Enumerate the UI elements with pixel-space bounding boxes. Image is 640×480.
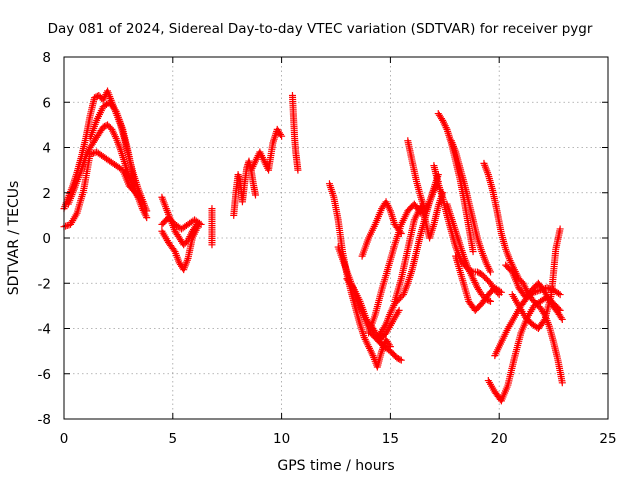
data-point bbox=[557, 314, 565, 322]
y-axis-label: SDTVAR / TECUs bbox=[6, 181, 22, 296]
data-point bbox=[143, 214, 151, 222]
x-tick-label: 0 bbox=[60, 431, 69, 447]
data-point bbox=[540, 317, 548, 325]
y-tick-label: 8 bbox=[42, 50, 51, 66]
data-point bbox=[197, 220, 205, 228]
x-tick-label: 10 bbox=[273, 431, 290, 447]
x-tick-label: 5 bbox=[169, 431, 178, 447]
data-point bbox=[558, 315, 566, 323]
data-point bbox=[397, 229, 405, 237]
grid bbox=[64, 57, 608, 419]
y-tick-label: -2 bbox=[38, 276, 51, 292]
x-tick-label: 20 bbox=[491, 431, 508, 447]
x-tick-label: 15 bbox=[382, 431, 399, 447]
data-point bbox=[251, 191, 259, 199]
data-point bbox=[554, 289, 562, 297]
data-point bbox=[132, 189, 140, 197]
data-point bbox=[396, 228, 404, 236]
y-tick-label: 0 bbox=[42, 231, 51, 247]
data-point bbox=[556, 225, 564, 233]
data-point bbox=[277, 130, 285, 138]
y-tick-label: -4 bbox=[38, 322, 51, 338]
data-point bbox=[556, 291, 564, 299]
y-tick-label: 2 bbox=[42, 186, 51, 202]
data-point bbox=[558, 379, 566, 387]
data-point bbox=[397, 356, 405, 364]
chart-title: Day 081 of 2024, Sidereal Day-to-day VTE… bbox=[48, 21, 593, 37]
y-tick-label: -6 bbox=[38, 367, 51, 383]
data-point bbox=[195, 219, 203, 227]
data-point bbox=[208, 241, 216, 249]
data-point bbox=[111, 106, 119, 114]
x-tick-label: 25 bbox=[599, 431, 616, 447]
data-point bbox=[278, 132, 286, 140]
data-point bbox=[486, 268, 494, 276]
data-point bbox=[138, 198, 146, 206]
data-point bbox=[496, 287, 504, 295]
y-tick-label: -8 bbox=[38, 412, 51, 428]
data-point bbox=[469, 248, 477, 256]
data-point bbox=[137, 196, 145, 204]
data-point bbox=[294, 166, 302, 174]
data-point bbox=[438, 115, 446, 123]
data-point bbox=[497, 288, 505, 296]
data-points bbox=[60, 87, 566, 405]
data-point bbox=[396, 355, 404, 363]
axis-ticks: 0 5 10 15 20 25 -8 -6 -4 -2 0 2 4 6 8 bbox=[38, 50, 617, 447]
data-point bbox=[486, 297, 494, 305]
x-axis-label: GPS time / hours bbox=[277, 458, 394, 474]
data-point bbox=[395, 306, 403, 314]
y-tick-label: 4 bbox=[42, 141, 51, 157]
y-tick-label: 6 bbox=[42, 95, 51, 111]
